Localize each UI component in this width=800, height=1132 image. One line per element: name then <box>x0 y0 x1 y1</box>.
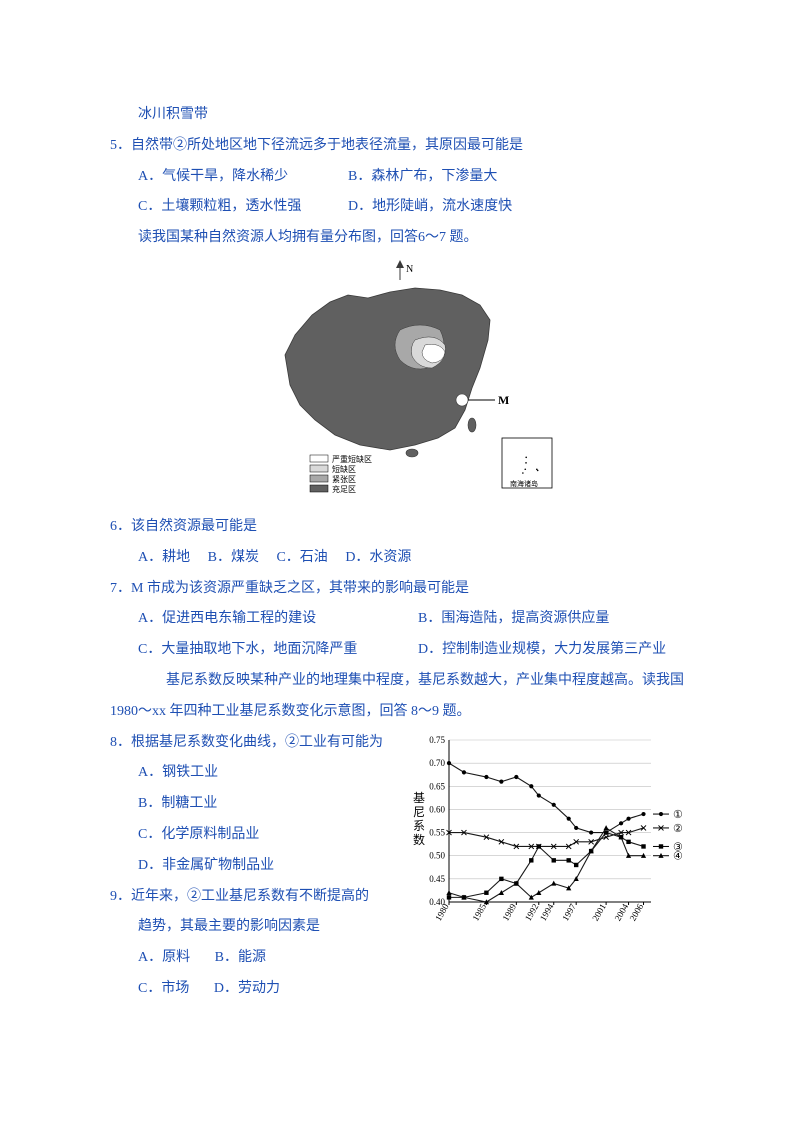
svg-text:0.65: 0.65 <box>429 781 445 791</box>
intro-67: 读我国某种自然资源人均拥有量分布图，回答6～7 题。 <box>110 223 690 254</box>
carryover-text: 冰川积雪带 <box>110 100 690 131</box>
q6-opt-b: B．煤炭 <box>208 550 259 565</box>
q6-stem: 6．该自然资源最可能是 <box>110 512 690 543</box>
svg-text:1994: 1994 <box>538 901 556 922</box>
q5-opt-a: A．气候干旱，降水稀少 <box>138 162 348 193</box>
q8-opt-d: D．非金属矿物制品业 <box>110 851 383 882</box>
q6-opt-c: C．石油 <box>276 550 327 565</box>
svg-text:2006: 2006 <box>628 901 646 922</box>
intro-89-l1: 基尼系数反映某种产业的地理集中程度，基尼系数越大，产业集中程度越高。读我国 <box>110 666 690 697</box>
gini-chart: 0.400.450.500.550.600.650.700.7519801985… <box>401 732 686 937</box>
q8-stem: 8．根据基尼系数变化曲线，②工业有可能为 <box>110 728 383 759</box>
svg-text:0.75: 0.75 <box>429 735 445 745</box>
svg-text:M: M <box>498 393 509 407</box>
svg-text:①: ① <box>673 809 683 821</box>
q8-opt-c: C．化学原料制品业 <box>110 820 383 851</box>
q6-opt-d: D．水资源 <box>345 550 411 565</box>
q9-stem: 9．近年来，②工业基尼系数有不断提高的 <box>110 882 383 913</box>
svg-text:0.50: 0.50 <box>429 850 445 860</box>
gini-chart-svg: 0.400.450.500.550.600.650.700.7519801985… <box>401 732 686 932</box>
q5-opt-d: D．地形陡峭，流水速度快 <box>348 192 512 223</box>
svg-text:2001: 2001 <box>590 902 608 923</box>
svg-text:严重短缺区: 严重短缺区 <box>332 454 372 464</box>
svg-text:1985: 1985 <box>470 901 488 922</box>
china-map-svg: N M 严重短缺区短缺区紧张区充足区 南海诸岛 <box>240 260 560 495</box>
svg-text:短缺区: 短缺区 <box>332 464 356 474</box>
q7-opt-a: A．促进西电东输工程的建设 <box>138 604 418 635</box>
q7-row-ab: A．促进西电东输工程的建设 B．围海造陆，提高资源供应量 <box>110 604 690 635</box>
svg-text:N: N <box>406 264 413 275</box>
svg-text:1997: 1997 <box>560 901 578 922</box>
q9-opt-b: B．能源 <box>215 950 266 965</box>
svg-text:系: 系 <box>413 819 425 833</box>
svg-text:1992: 1992 <box>523 902 541 923</box>
q5-row-cd: C．土壤颗粒粗，透水性强 D．地形陡峭，流水速度快 <box>110 192 690 223</box>
q5-stem: 5．自然带②所处地区地下径流远多于地表径流量，其原因最可能是 <box>110 131 690 162</box>
svg-text:0.70: 0.70 <box>429 758 445 768</box>
q7-opt-c: C．大量抽取地下水，地面沉降严重 <box>138 635 418 666</box>
svg-text:尼: 尼 <box>413 805 425 819</box>
q6-opt-a: A．耕地 <box>138 550 190 565</box>
svg-text:②: ② <box>673 823 683 835</box>
q9-opt-c: C．市场 <box>138 981 189 996</box>
q7-stem: 7．M 市成为该资源严重缺乏之区，其带来的影响最可能是 <box>110 574 690 605</box>
svg-text:0.55: 0.55 <box>429 827 445 837</box>
q8-opt-a: A．钢铁工业 <box>110 758 383 789</box>
svg-text:基: 基 <box>413 791 425 805</box>
q9-sub: 趋势，其最主要的影响因素是 <box>110 912 383 943</box>
svg-text:数: 数 <box>413 832 425 847</box>
q9-row-ab: A．原料 B．能源 <box>110 943 383 974</box>
q5-opt-b: B．森林广布，下渗量大 <box>348 162 497 193</box>
q6-options: A．耕地 B．煤炭 C．石油 D．水资源 <box>110 543 690 574</box>
q5-opt-c: C．土壤颗粒粗，透水性强 <box>138 192 348 223</box>
q5-row-ab: A．气候干旱，降水稀少 B．森林广布，下渗量大 <box>110 162 690 193</box>
q9-opt-a: A．原料 <box>138 950 190 965</box>
q7-opt-d: D．控制制造业规模，大力发展第三产业 <box>418 635 666 666</box>
svg-text:紧张区: 紧张区 <box>332 475 356 484</box>
q7-row-cd: C．大量抽取地下水，地面沉降严重 D．控制制造业规模，大力发展第三产业 <box>110 635 690 666</box>
map-figure: N M 严重短缺区短缺区紧张区充足区 南海诸岛 <box>110 260 690 500</box>
svg-text:2004: 2004 <box>613 901 631 922</box>
intro-89-l2: 1980～xx 年四种工业基尼系数变化示意图，回答 8～9 题。 <box>110 697 690 728</box>
q9-opt-d: D．劳动力 <box>214 981 280 996</box>
svg-text:0.60: 0.60 <box>429 804 445 814</box>
svg-text:充足区: 充足区 <box>332 484 356 494</box>
svg-text:1989: 1989 <box>500 901 518 922</box>
q9-row-cd: C．市场 D．劳动力 <box>110 974 383 1005</box>
svg-text:南海诸岛: 南海诸岛 <box>510 479 538 488</box>
svg-text:0.45: 0.45 <box>429 873 445 883</box>
svg-text:④: ④ <box>673 850 683 862</box>
q8-opt-b: B．制糖工业 <box>110 789 383 820</box>
q7-opt-b: B．围海造陆，提高资源供应量 <box>418 604 609 635</box>
